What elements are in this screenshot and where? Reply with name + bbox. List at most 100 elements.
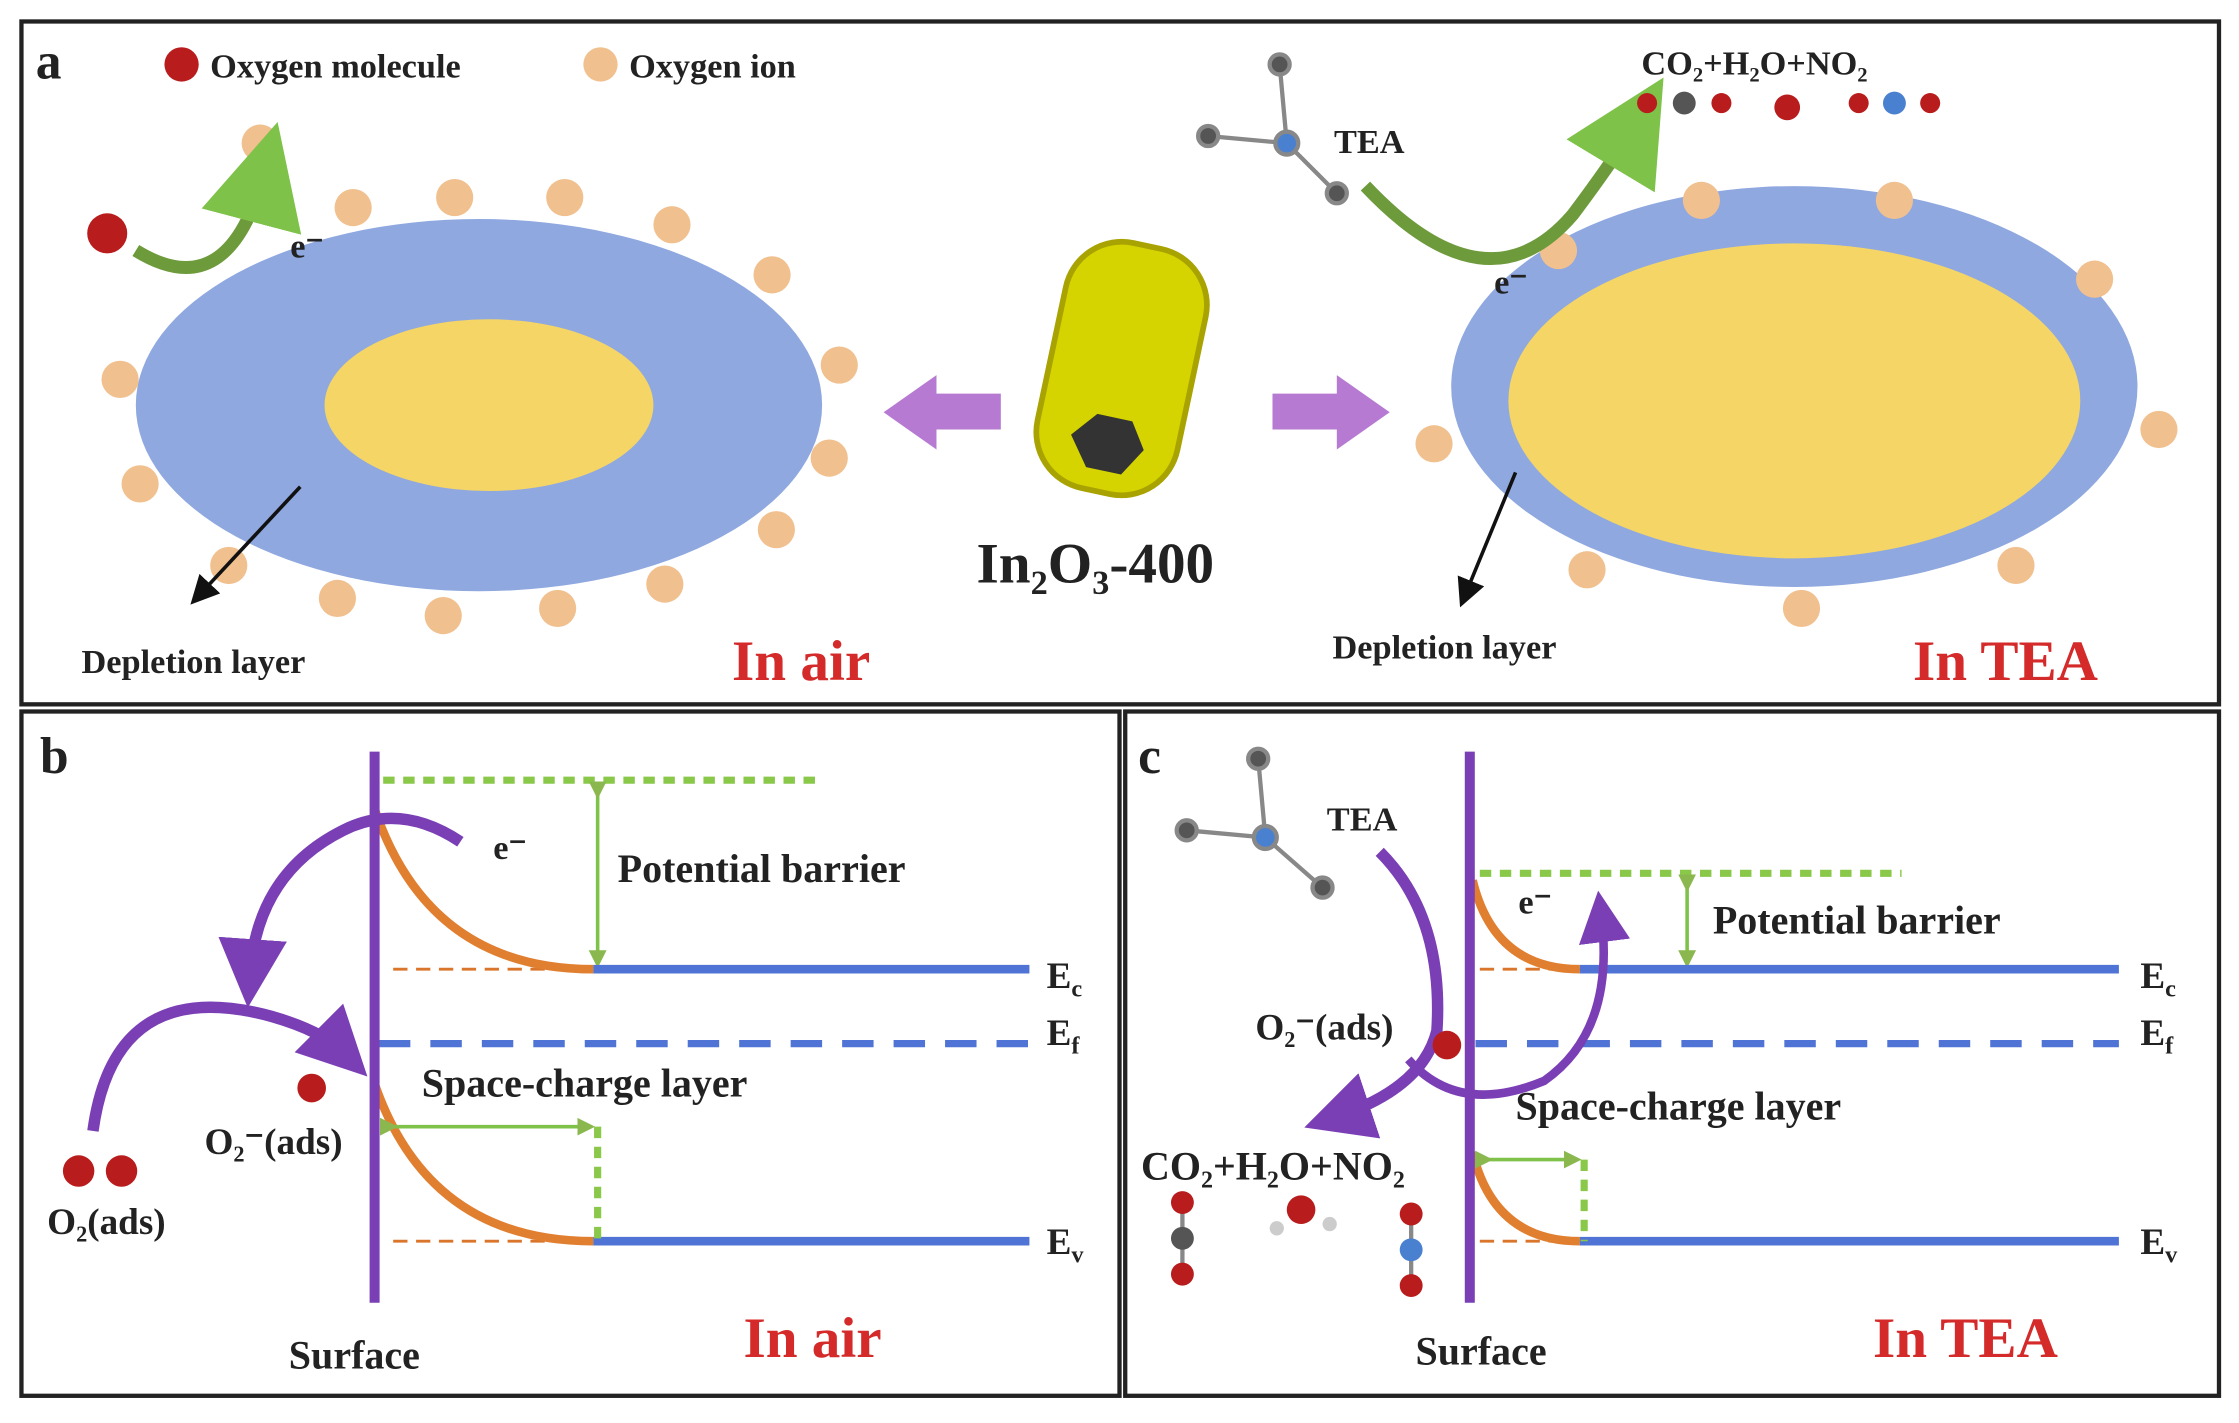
tea-molecule bbox=[1195, 52, 1349, 206]
shape bbox=[1123, 709, 2222, 1398]
shape bbox=[1174, 746, 1335, 900]
depletion-label: Depletion layer bbox=[1333, 629, 1557, 667]
level-sub: f bbox=[1071, 1033, 1080, 1060]
level-sub: c bbox=[1071, 975, 1082, 1002]
shape bbox=[1774, 94, 1801, 121]
shape bbox=[424, 596, 462, 635]
shape bbox=[1672, 91, 1696, 115]
shape bbox=[1269, 1221, 1284, 1236]
shape bbox=[1711, 93, 1732, 114]
shape bbox=[1170, 1262, 1194, 1286]
shape bbox=[1324, 181, 1349, 206]
panel-c: c TEA e⁻ Potential barrier Ec Ef Ev O₂⁻(… bbox=[1138, 728, 2178, 1373]
species-label: O₂⁻(ads) bbox=[204, 1122, 342, 1163]
shape bbox=[1170, 1191, 1194, 1214]
shape bbox=[757, 511, 795, 549]
shape bbox=[1399, 1238, 1423, 1262]
shape bbox=[1195, 123, 1221, 149]
electron-label: e⁻ bbox=[290, 228, 323, 266]
level-label: Ef bbox=[2140, 1013, 2174, 1060]
shape bbox=[121, 465, 159, 503]
level-label: Ec bbox=[2140, 956, 2176, 1003]
shape bbox=[1875, 181, 1914, 220]
shape bbox=[1322, 1216, 1337, 1232]
level-label: Ev bbox=[2140, 1222, 2178, 1269]
shape bbox=[1405, 890, 1631, 1099]
molecule-label: TEA bbox=[1334, 123, 1405, 161]
surface-label: Surface bbox=[289, 1333, 420, 1378]
shape bbox=[583, 47, 618, 82]
condition-label: In TEA bbox=[1913, 630, 2098, 693]
level-sub: c bbox=[2165, 975, 2176, 1002]
shape bbox=[132, 121, 302, 274]
shape bbox=[87, 213, 128, 254]
shape bbox=[820, 346, 858, 384]
panel-a: a Oxygen molecule Oxygen ion e⁻ Depletio… bbox=[36, 34, 2178, 693]
legend-entry: Oxygen ion bbox=[629, 47, 796, 85]
shape bbox=[62, 1155, 95, 1187]
level-base: E bbox=[2140, 956, 2165, 997]
shape bbox=[1415, 181, 2178, 628]
shape bbox=[1782, 589, 1821, 628]
shape bbox=[1920, 93, 1941, 114]
depletion-label: Depletion layer bbox=[81, 643, 305, 681]
electron-label: e⁻ bbox=[1494, 263, 1527, 301]
shape bbox=[1267, 52, 1292, 77]
panel-label: b bbox=[40, 728, 69, 785]
shape bbox=[1304, 847, 1444, 1139]
space-charge-label: Space-charge layer bbox=[1516, 1083, 1842, 1128]
panel-b: b e⁻ Potential barrier Ec Ef Ev Space-ch… bbox=[40, 728, 1084, 1378]
electron-label: e⁻ bbox=[493, 829, 526, 867]
electron-label: e⁻ bbox=[1518, 883, 1551, 921]
shape bbox=[1170, 1191, 1423, 1298]
surface-label: Surface bbox=[1415, 1328, 1546, 1373]
shape bbox=[1170, 1226, 1194, 1250]
shape bbox=[653, 206, 691, 244]
shape bbox=[1468, 879, 1580, 974]
shape bbox=[1568, 551, 1606, 589]
shape bbox=[1415, 425, 1453, 463]
level-base: E bbox=[2140, 1222, 2165, 1263]
legend-entry: Oxygen molecule bbox=[210, 47, 461, 85]
shape bbox=[164, 47, 199, 82]
level-sub: v bbox=[1071, 1242, 1084, 1269]
condition-label: In air bbox=[743, 1307, 881, 1370]
shape bbox=[1246, 746, 1271, 771]
shape bbox=[539, 589, 577, 628]
level-base: E bbox=[1047, 1013, 1072, 1054]
shape bbox=[297, 1073, 326, 1103]
condition-label: In air bbox=[732, 630, 870, 693]
shape bbox=[1682, 181, 1720, 220]
shape bbox=[1457, 471, 1518, 608]
shape bbox=[1637, 93, 1658, 114]
shape bbox=[87, 1001, 368, 1132]
shape bbox=[318, 579, 357, 618]
products-label: CO₂+H₂O+NO₂ bbox=[1141, 1144, 1405, 1189]
condition-label: In TEA bbox=[1873, 1307, 2058, 1370]
barrier-label: Potential barrier bbox=[1713, 897, 2001, 942]
shape bbox=[101, 360, 139, 398]
level-base: E bbox=[2140, 1013, 2165, 1054]
shape bbox=[1310, 875, 1335, 900]
shape bbox=[1468, 1151, 1580, 1246]
shape bbox=[1251, 823, 1279, 852]
level-label: Ef bbox=[1047, 1013, 1081, 1060]
level-sub: f bbox=[2165, 1033, 2174, 1060]
level-sub: v bbox=[2165, 1242, 2178, 1269]
shape bbox=[334, 188, 372, 227]
shape bbox=[1399, 1274, 1423, 1298]
space-charge-label: Space-charge layer bbox=[422, 1061, 748, 1106]
nanotube bbox=[1033, 238, 1210, 499]
shape bbox=[1508, 243, 2081, 559]
shape bbox=[324, 319, 654, 492]
shape bbox=[753, 256, 791, 294]
shape bbox=[190, 485, 302, 605]
shape bbox=[370, 1082, 594, 1246]
shape bbox=[241, 124, 279, 162]
shape bbox=[2076, 260, 2114, 298]
shape bbox=[1273, 129, 1301, 157]
shape bbox=[2140, 410, 2178, 449]
shape bbox=[1997, 546, 2035, 585]
shape bbox=[1174, 818, 1199, 843]
